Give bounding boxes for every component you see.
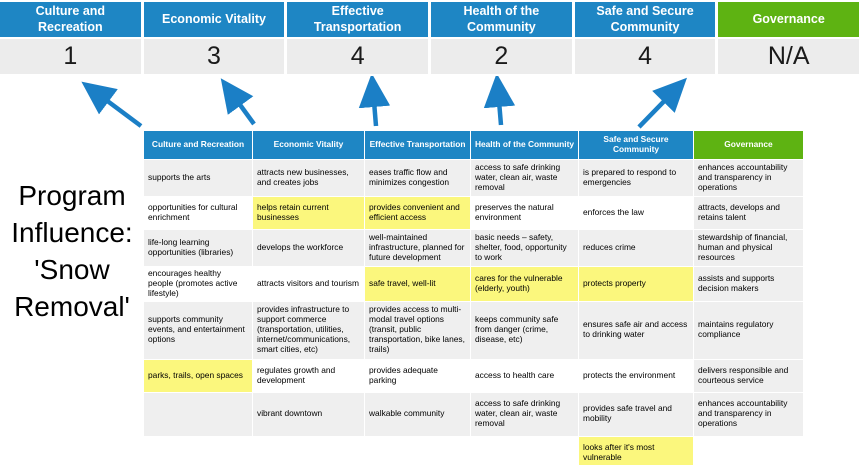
matrix-header-economic: Economic Vitality	[252, 130, 365, 160]
table-cell-highlighted: keeps community safe from danger (crime,…	[470, 300, 579, 360]
table-cell: protects the environment	[578, 358, 694, 393]
table-cell: assists and supports decision makers	[693, 266, 804, 302]
table-row: life-long learning opportunities (librar…	[143, 229, 804, 267]
table-cell	[470, 435, 579, 465]
table-cell: attracts new businesses, and creates job…	[252, 159, 365, 197]
score-economic-vitality: 3	[143, 39, 285, 74]
table-cell-highlighted: helps retain current businesses	[252, 196, 365, 230]
table-cell-highlighted: basic needs – safety, shelter, food, opp…	[470, 229, 579, 267]
score-safe-secure-community: 4	[574, 39, 716, 74]
category-governance: Governance	[718, 2, 859, 37]
table-cell: delivers responsible and courteous servi…	[693, 358, 804, 393]
table-cell	[364, 435, 471, 465]
table-cell: regulates growth and development	[252, 358, 365, 393]
matrix-header-safe-secure: Safe and Secure Community	[578, 130, 694, 160]
category-safe-secure-community: Safe and Secure Community	[574, 2, 716, 37]
table-cell: access to safe drinking water, clean air…	[470, 159, 579, 197]
table-row: vibrant downtown walkable community acce…	[143, 391, 804, 437]
category-health-community: Health of the Community	[431, 2, 572, 37]
table-cell-highlighted: is prepared to respond to emergencies	[578, 159, 694, 197]
table-cell-highlighted: protects property	[578, 266, 694, 302]
score-effective-transportation: 4	[287, 39, 429, 74]
matrix-header-culture: Culture and Recreation	[143, 130, 253, 160]
table-cell-highlighted: looks after it's most vulnerable	[578, 435, 694, 465]
table-cell: encourages healthy people (promotes acti…	[143, 266, 253, 302]
table-cell	[693, 435, 804, 465]
table-row: opportunities for cultural enrichment he…	[143, 196, 804, 230]
table-row: encourages healthy people (promotes acti…	[143, 266, 804, 302]
table-cell: attracts, develops and retains talent	[693, 196, 804, 230]
table-cell: develops the workforce	[252, 229, 365, 267]
table-cell: life-long learning opportunities (librar…	[143, 229, 253, 267]
category-culture-recreation: Culture and Recreation	[0, 2, 141, 37]
category-header-band: Culture and Recreation Economic Vitality…	[0, 2, 859, 37]
arrow-safe-secure-community	[637, 77, 687, 129]
category-effective-transportation: Effective Transportation	[287, 2, 429, 37]
table-cell: opportunities for cultural enrichment	[143, 196, 253, 230]
table-cell: walkable community	[364, 391, 471, 437]
table-cell-highlighted: provides convenient and efficient access	[364, 196, 471, 230]
table-cell-highlighted: provides safe travel and mobility	[578, 391, 694, 437]
score-culture-recreation: 1	[0, 39, 141, 74]
table-cell-highlighted: cares for the vulnerable (elderly, youth…	[470, 266, 579, 302]
influence-arrows	[81, 76, 687, 129]
matrix-header-governance: Governance	[693, 130, 804, 160]
table-cell: reduces crime	[578, 229, 694, 267]
score-governance: N/A	[718, 39, 859, 74]
table-cell: provides adequate parking	[364, 358, 471, 393]
table-cell: well-maintained infrastructure, planned …	[364, 229, 471, 267]
table-cell	[143, 435, 253, 465]
table-cell	[252, 435, 365, 465]
matrix-header-row: Culture and Recreation Economic Vitality…	[143, 130, 804, 160]
category-economic-vitality: Economic Vitality	[143, 2, 285, 37]
score-band: 1 3 4 2 4 N/A	[0, 39, 859, 74]
table-cell: attracts visitors and tourism	[252, 266, 365, 302]
table-cell: enhances accountability and transparency…	[693, 159, 804, 197]
table-cell-highlighted: provides infrastructure to support comme…	[252, 300, 365, 360]
table-cell: maintains regulatory compliance	[693, 300, 804, 360]
table-cell: enhances accountability and transparency…	[693, 391, 804, 437]
table-cell: supports community events, and entertain…	[143, 300, 253, 360]
table-cell	[143, 391, 253, 437]
arrow-economic-vitality	[220, 78, 256, 126]
table-cell: vibrant downtown	[252, 391, 365, 437]
table-cell: access to safe drinking water, clean air…	[470, 391, 579, 437]
table-cell: stewardship of financial, human and phys…	[693, 229, 804, 267]
influence-matrix-table: Culture and Recreation Economic Vitality…	[143, 130, 804, 465]
score-health-community: 2	[431, 39, 572, 74]
matrix-header-transportation: Effective Transportation	[364, 130, 471, 160]
table-cell: preserves the natural environment	[470, 196, 579, 230]
arrow-health-community	[483, 76, 516, 126]
table-cell: access to health care	[470, 358, 579, 393]
table-cell-highlighted: provides access to multi-modal travel op…	[364, 300, 471, 360]
table-row: parks, trails, open spaces regulates gro…	[143, 358, 804, 393]
arrow-effective-transportation	[358, 76, 391, 127]
matrix-header-health: Health of the Community	[470, 130, 579, 160]
table-row: looks after it's most vulnerable	[143, 435, 804, 465]
table-cell: enforces the law	[578, 196, 694, 230]
table-cell: ensures safe air and access to drinking …	[578, 300, 694, 360]
table-row: supports the arts attracts new businesse…	[143, 159, 804, 197]
table-row: supports community events, and entertain…	[143, 300, 804, 360]
table-cell-highlighted: safe travel, well-lit	[364, 266, 471, 302]
table-cell-highlighted: eases traffic flow and minimizes congest…	[364, 159, 471, 197]
table-cell: supports the arts	[143, 159, 253, 197]
arrow-culture-recreation	[81, 81, 143, 128]
table-cell-highlighted: parks, trails, open spaces	[143, 358, 253, 393]
program-influence-title: Program Influence: 'Snow Removal'	[11, 180, 133, 322]
